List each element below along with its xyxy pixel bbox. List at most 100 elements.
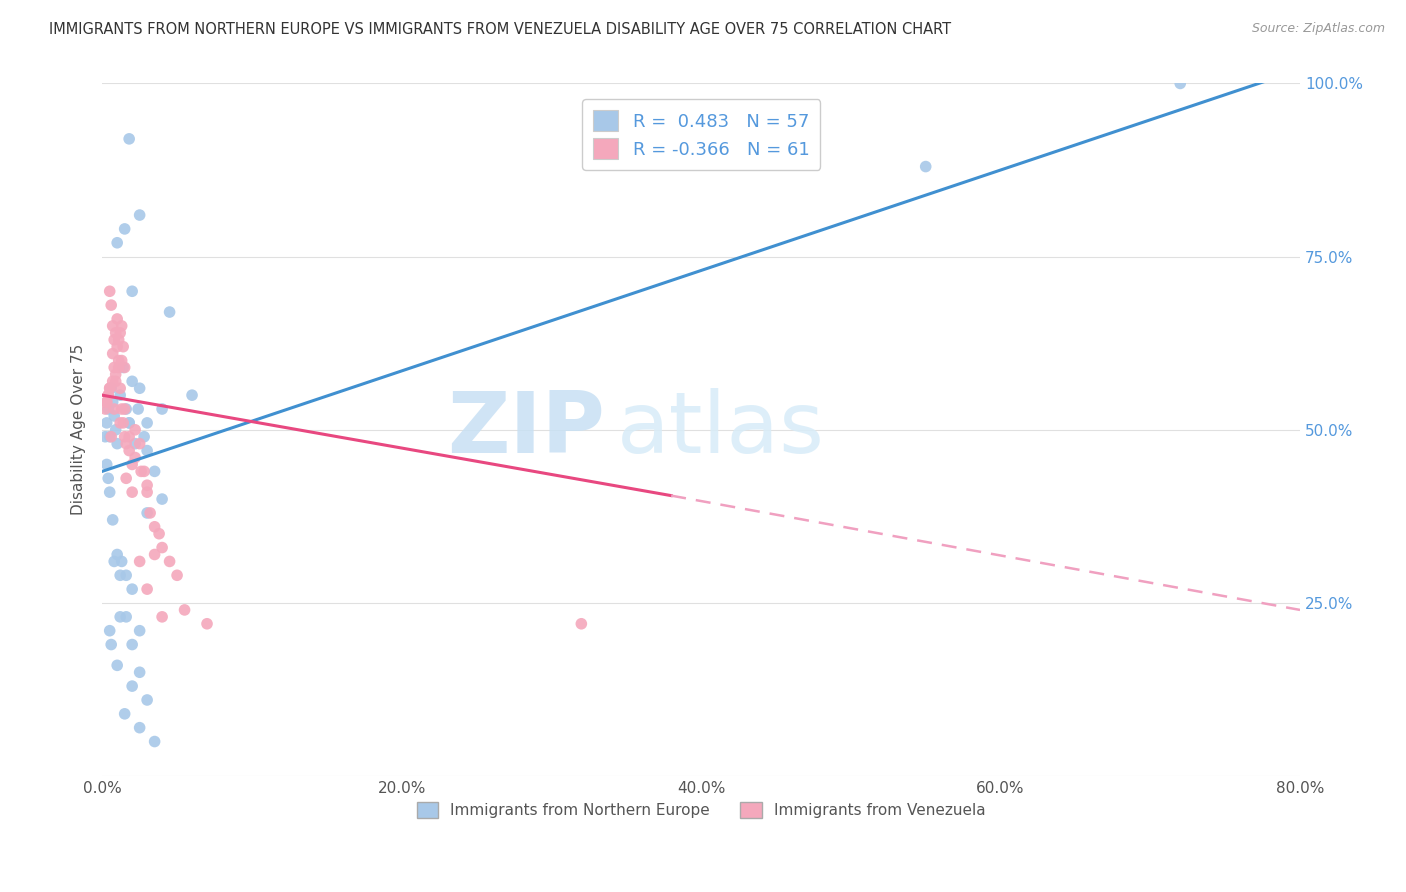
Point <box>136 506 159 520</box>
Point <box>148 526 170 541</box>
Point <box>103 333 125 347</box>
Point <box>128 665 150 680</box>
Point <box>108 416 131 430</box>
Point <box>94 402 117 417</box>
Point <box>118 132 141 146</box>
Point <box>195 616 218 631</box>
Point <box>134 464 156 478</box>
Point <box>111 318 134 333</box>
Point <box>105 235 128 250</box>
Point <box>139 506 162 520</box>
Text: IMMIGRANTS FROM NORTHERN EUROPE VS IMMIGRANTS FROM VENEZUELA DISABILITY AGE OVER: IMMIGRANTS FROM NORTHERN EUROPE VS IMMIG… <box>49 22 952 37</box>
Point <box>121 485 143 500</box>
Point <box>108 381 131 395</box>
Point <box>124 436 146 450</box>
Y-axis label: Disability Age Over 75: Disability Age Over 75 <box>72 344 86 516</box>
Point <box>105 548 128 562</box>
Point <box>105 340 128 354</box>
Point <box>96 395 118 409</box>
Point <box>98 285 121 299</box>
Point <box>124 423 146 437</box>
Point <box>97 471 120 485</box>
Point <box>101 374 124 388</box>
Point <box>128 721 150 735</box>
Point <box>121 679 143 693</box>
Point <box>136 582 159 596</box>
Point <box>136 693 159 707</box>
Point <box>114 706 136 721</box>
Point <box>94 430 117 444</box>
Point <box>143 734 166 748</box>
Point <box>96 416 118 430</box>
Point <box>108 326 131 340</box>
Point <box>107 333 129 347</box>
Point <box>115 471 138 485</box>
Point <box>121 458 143 472</box>
Point <box>114 430 136 444</box>
Point <box>114 360 136 375</box>
Point <box>103 554 125 568</box>
Point <box>134 430 156 444</box>
Point <box>128 381 150 395</box>
Point <box>105 658 128 673</box>
Point <box>914 160 936 174</box>
Point <box>118 443 141 458</box>
Point <box>98 624 121 638</box>
Point <box>143 464 166 478</box>
Point <box>111 353 134 368</box>
Point <box>150 492 173 507</box>
Point <box>128 554 150 568</box>
Point <box>118 416 141 430</box>
Text: ZIP: ZIP <box>447 388 606 471</box>
Point <box>121 374 143 388</box>
Point <box>159 305 181 319</box>
Point <box>104 368 127 382</box>
Point <box>97 388 120 402</box>
Point <box>115 402 138 417</box>
Point <box>143 520 166 534</box>
Point <box>569 616 592 631</box>
Point <box>101 395 124 409</box>
Point <box>121 582 143 596</box>
Point <box>150 541 173 555</box>
Point <box>128 436 150 450</box>
Point <box>107 353 129 368</box>
Point <box>181 388 204 402</box>
Point <box>96 395 118 409</box>
Point <box>100 381 122 395</box>
Point <box>166 568 188 582</box>
Point <box>112 360 135 375</box>
Point <box>103 402 125 417</box>
Point <box>136 416 159 430</box>
Point <box>104 374 127 388</box>
Point <box>118 430 141 444</box>
Point <box>103 360 125 375</box>
Point <box>108 610 131 624</box>
Text: atlas: atlas <box>617 388 825 471</box>
Point <box>97 402 120 417</box>
Point <box>114 402 136 417</box>
Point <box>150 610 173 624</box>
Point <box>105 436 128 450</box>
Point <box>100 298 122 312</box>
Point <box>118 416 141 430</box>
Point <box>101 318 124 333</box>
Point <box>121 285 143 299</box>
Point <box>112 416 135 430</box>
Point <box>136 443 159 458</box>
Point <box>100 638 122 652</box>
Point <box>111 554 134 568</box>
Point <box>97 388 120 402</box>
Point <box>128 208 150 222</box>
Point <box>107 360 129 375</box>
Point <box>121 638 143 652</box>
Point <box>112 340 135 354</box>
Point <box>101 513 124 527</box>
Point <box>128 624 150 638</box>
Point <box>104 423 127 437</box>
Point <box>173 603 195 617</box>
Legend: Immigrants from Northern Europe, Immigrants from Venezuela: Immigrants from Northern Europe, Immigra… <box>411 796 991 824</box>
Point <box>114 222 136 236</box>
Point <box>111 402 134 417</box>
Point <box>143 548 166 562</box>
